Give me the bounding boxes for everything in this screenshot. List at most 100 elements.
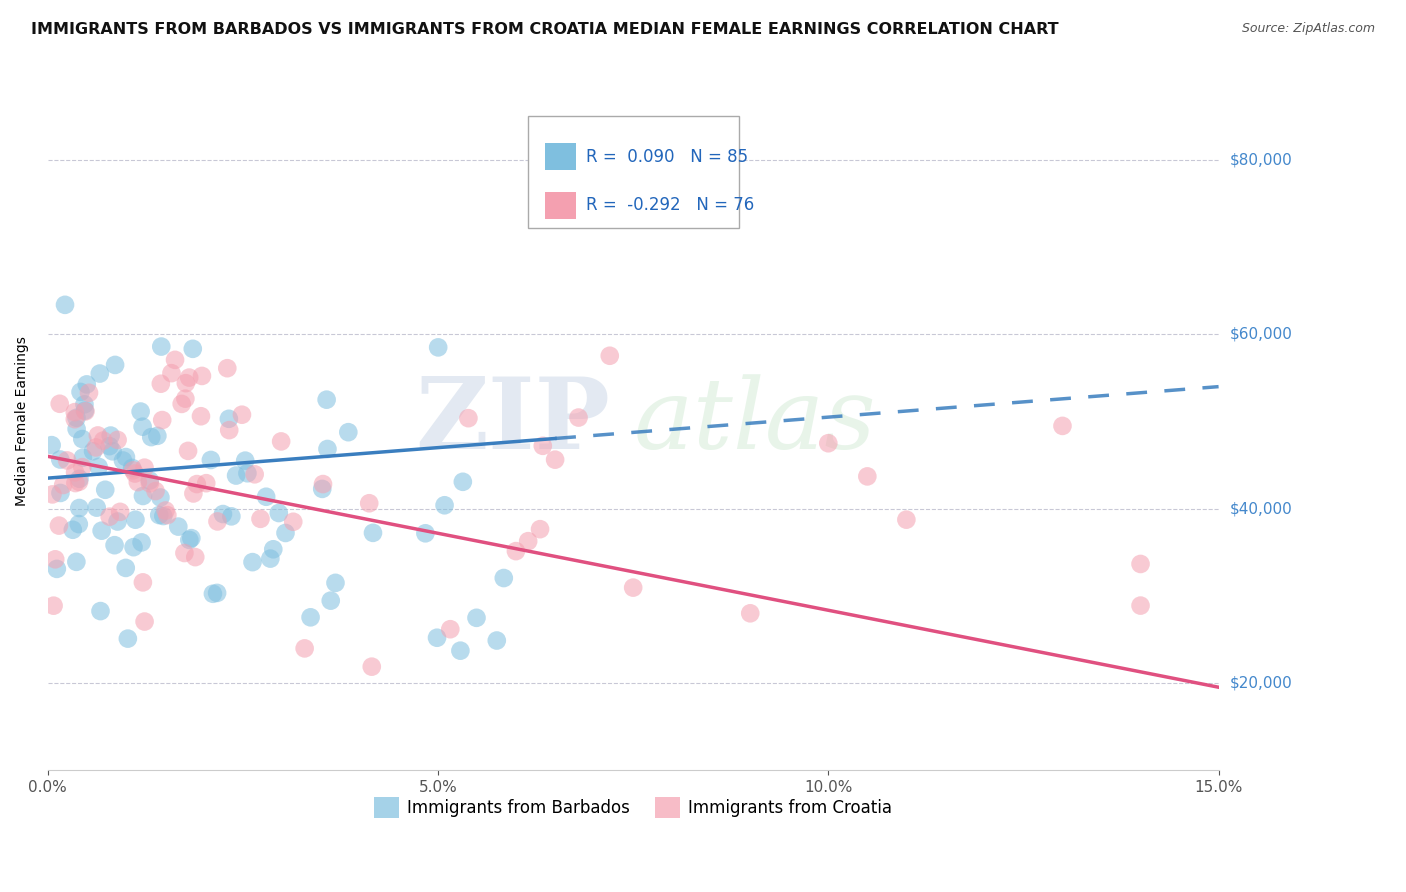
Point <box>817 436 839 450</box>
Point <box>107 515 129 529</box>
Point <box>359 496 381 510</box>
Point <box>457 411 479 425</box>
Point <box>183 486 205 500</box>
Point <box>221 509 243 524</box>
Point <box>179 533 201 547</box>
Point <box>65 476 87 491</box>
Point <box>170 397 193 411</box>
Text: IMMIGRANTS FROM BARBADOS VS IMMIGRANTS FROM CROATIA MEDIAN FEMALE EARNINGS CORRE: IMMIGRANTS FROM BARBADOS VS IMMIGRANTS F… <box>31 22 1059 37</box>
Point <box>270 434 292 449</box>
Point <box>115 450 138 464</box>
Point <box>174 376 197 391</box>
Point <box>163 352 186 367</box>
Point <box>249 512 271 526</box>
Point <box>312 477 335 491</box>
Point <box>89 604 111 618</box>
Point <box>124 467 146 481</box>
Text: $60,000: $60,000 <box>1230 326 1292 342</box>
Point <box>207 515 229 529</box>
Point <box>111 453 134 467</box>
Point <box>67 501 90 516</box>
Point <box>45 562 67 576</box>
Point <box>212 507 235 521</box>
Point <box>517 534 540 549</box>
Point <box>201 587 224 601</box>
Point <box>72 450 94 465</box>
Point <box>1052 418 1074 433</box>
Point <box>179 370 201 384</box>
Point <box>131 535 153 549</box>
Point <box>856 469 879 483</box>
Point <box>91 434 114 448</box>
Point <box>76 377 98 392</box>
Point <box>177 443 200 458</box>
Point <box>138 474 160 488</box>
Point <box>505 544 527 558</box>
Point <box>132 489 155 503</box>
Point <box>84 441 107 455</box>
Point <box>145 483 167 498</box>
Point <box>67 475 90 489</box>
Point <box>132 575 155 590</box>
Point <box>205 586 228 600</box>
Point <box>262 542 284 557</box>
Point <box>122 540 145 554</box>
Point <box>75 404 97 418</box>
Point <box>69 384 91 399</box>
Point <box>283 515 305 529</box>
Point <box>63 412 86 426</box>
Point <box>141 430 163 444</box>
Point <box>67 517 90 532</box>
Point <box>42 599 65 613</box>
Text: $20,000: $20,000 <box>1230 675 1292 690</box>
Y-axis label: Median Female Earnings: Median Female Earnings <box>15 336 30 507</box>
Point <box>259 551 281 566</box>
Point <box>225 468 247 483</box>
Point <box>621 581 644 595</box>
Point <box>66 422 89 436</box>
Point <box>184 550 207 565</box>
Point <box>103 538 125 552</box>
Point <box>415 526 437 541</box>
Point <box>73 397 96 411</box>
Point <box>485 633 508 648</box>
Point <box>439 622 461 636</box>
Point <box>67 472 90 486</box>
Point <box>233 453 256 467</box>
Point <box>740 607 762 621</box>
Point <box>139 476 162 491</box>
Point <box>49 452 72 467</box>
Point <box>62 523 84 537</box>
Point <box>315 392 337 407</box>
Legend: Immigrants from Barbados, Immigrants from Croatia: Immigrants from Barbados, Immigrants fro… <box>367 790 898 824</box>
Point <box>325 575 347 590</box>
Text: $40,000: $40,000 <box>1230 501 1292 516</box>
Point <box>94 483 117 497</box>
Point <box>190 409 212 424</box>
Text: $80,000: $80,000 <box>1230 153 1292 168</box>
Point <box>52 478 75 492</box>
Point <box>53 298 76 312</box>
Point <box>174 392 197 406</box>
Point <box>449 643 471 657</box>
Point <box>41 487 63 501</box>
Point <box>294 641 316 656</box>
Point <box>465 611 488 625</box>
Point <box>150 340 173 354</box>
Point <box>73 403 96 417</box>
Text: R =  -0.292   N = 76: R = -0.292 N = 76 <box>586 196 754 214</box>
Point <box>49 486 72 500</box>
Point <box>77 385 100 400</box>
Point <box>1129 599 1152 613</box>
Point <box>544 452 567 467</box>
Point <box>82 444 104 458</box>
Point <box>236 467 259 481</box>
Point <box>200 453 222 467</box>
Text: Source: ZipAtlas.com: Source: ZipAtlas.com <box>1241 22 1375 36</box>
Point <box>274 525 297 540</box>
Point <box>121 461 143 475</box>
Point <box>195 476 218 491</box>
Point <box>529 522 551 536</box>
Point <box>101 444 124 458</box>
Point <box>218 412 240 426</box>
